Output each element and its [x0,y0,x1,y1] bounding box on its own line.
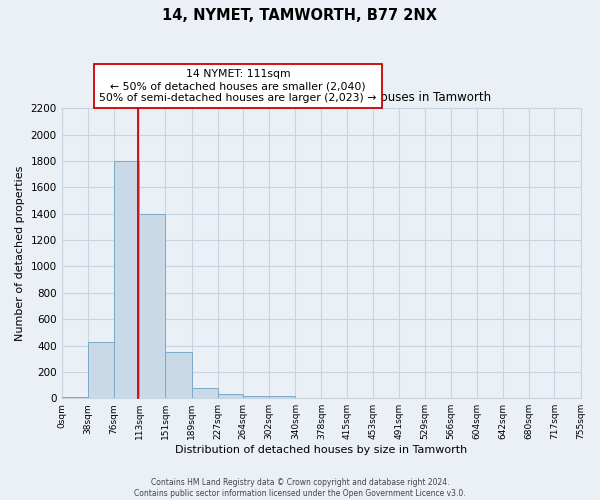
Bar [166,352,191,398]
Bar [269,396,295,398]
Bar [139,214,166,398]
Text: Contains HM Land Registry data © Crown copyright and database right 2024.
Contai: Contains HM Land Registry data © Crown c… [134,478,466,498]
Bar [88,342,114,398]
Text: 14, NYMET, TAMWORTH, B77 2NX: 14, NYMET, TAMWORTH, B77 2NX [163,8,437,22]
Bar [191,388,218,398]
Bar [243,396,269,398]
Bar [114,161,139,398]
Y-axis label: Number of detached properties: Number of detached properties [15,166,25,341]
Text: 14 NYMET: 111sqm
← 50% of detached houses are smaller (2,040)
50% of semi-detach: 14 NYMET: 111sqm ← 50% of detached house… [100,70,377,102]
Bar [218,394,243,398]
Bar [62,397,88,398]
X-axis label: Distribution of detached houses by size in Tamworth: Distribution of detached houses by size … [175,445,467,455]
Title: Size of property relative to detached houses in Tamworth: Size of property relative to detached ho… [152,92,491,104]
